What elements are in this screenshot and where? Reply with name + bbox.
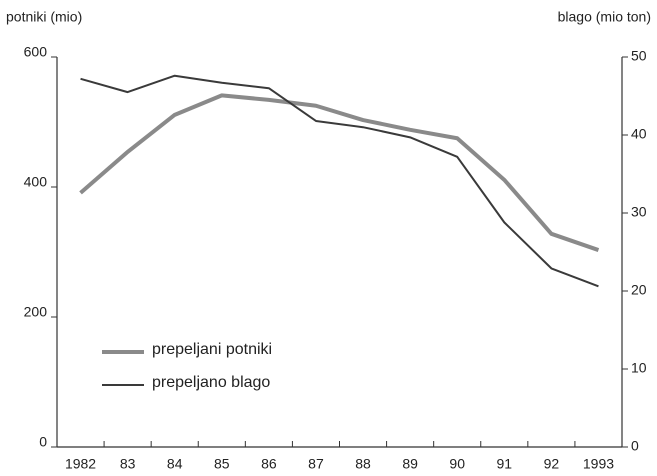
x-tick-label: 87	[308, 456, 324, 472]
y2-tick-label: 20	[631, 282, 647, 298]
x-tick-label: 89	[402, 456, 418, 472]
y2-tick-label: 10	[631, 360, 647, 376]
x-tick-label: 88	[355, 456, 371, 472]
x-tick-label: 86	[261, 456, 277, 472]
legend-label: prepeljano blago	[152, 374, 270, 391]
y-tick-label: 400	[24, 174, 48, 190]
x-tick-label: 85	[214, 456, 230, 472]
x-tick-label: 1993	[583, 456, 614, 472]
y2-tick-label: 40	[631, 126, 647, 142]
y-tick-label: 600	[24, 44, 48, 60]
y2-axis-label: blago (mio ton)	[558, 9, 651, 25]
x-tick-label: 90	[449, 456, 465, 472]
y-tick-label: 200	[24, 304, 48, 320]
y-axis-label: potniki (mio)	[6, 9, 82, 25]
x-tick-label: 83	[120, 456, 136, 472]
legend-label: prepeljani potniki	[152, 341, 272, 358]
x-tick-label: 84	[167, 456, 183, 472]
x-tick-label: 92	[544, 456, 560, 472]
line-series	[79, 93, 600, 252]
y2-tick-label: 50	[631, 48, 647, 64]
x-tick-label: 1982	[65, 456, 96, 472]
y2-tick-label: 30	[631, 204, 647, 220]
y2-tick-label: 0	[631, 438, 639, 454]
x-tick-label: 91	[497, 456, 513, 472]
y-tick-label: 0	[39, 434, 47, 450]
line-series	[80, 74, 599, 288]
